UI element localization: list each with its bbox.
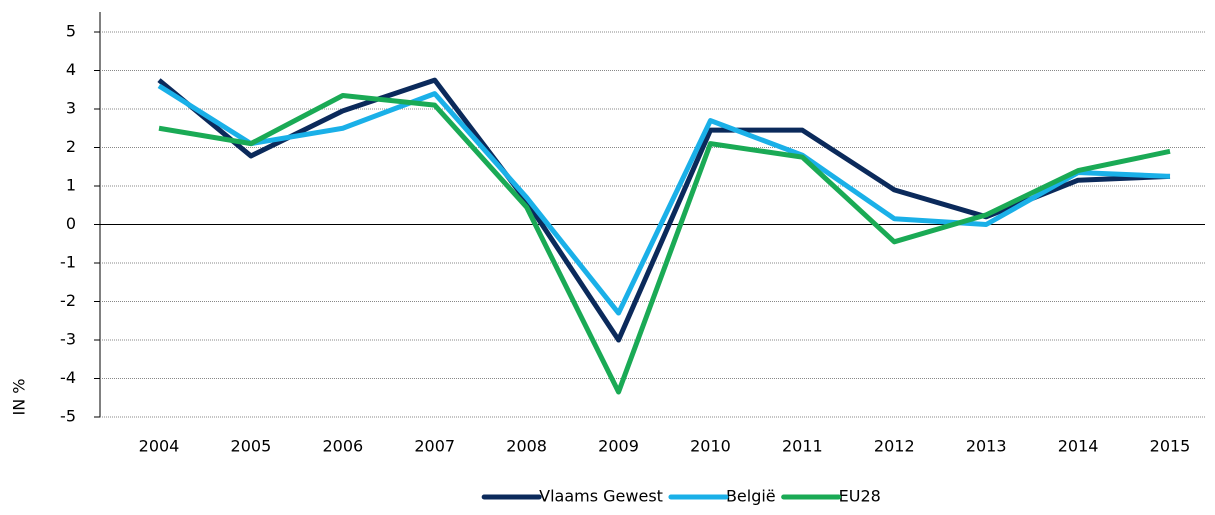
- x-tick-label: 2007: [414, 437, 455, 456]
- x-tick-label: 2014: [1058, 437, 1099, 456]
- legend-label: België: [726, 487, 776, 506]
- line-series: [157, 77, 1171, 343]
- y-tick-label: -5: [60, 407, 76, 426]
- y-tick-label: 1: [66, 176, 76, 195]
- x-tick-label: 2011: [782, 437, 823, 456]
- x-tick-label: 2004: [139, 437, 180, 456]
- x-tick-label: 2012: [874, 437, 915, 456]
- x-tick-label: 2013: [966, 437, 1007, 456]
- y-tick-label: 4: [66, 60, 76, 79]
- y-tick-label: 5: [66, 22, 76, 41]
- x-tick-label: 2010: [690, 437, 731, 456]
- line-series: [158, 93, 1171, 395]
- y-tick-label: 0: [66, 214, 76, 233]
- x-tick-label: 2006: [322, 437, 363, 456]
- y-tick-label: -3: [60, 330, 76, 349]
- y-tick-label: -1: [60, 253, 76, 272]
- legend-label: Vlaams Gewest: [539, 487, 663, 506]
- y-tick-label: -4: [60, 368, 76, 387]
- y-tick-label: -2: [60, 291, 76, 310]
- x-tick-label: 2008: [506, 437, 547, 456]
- x-tick-label: 2009: [598, 437, 639, 456]
- legend-label: EU28: [839, 487, 881, 506]
- line-series: [157, 83, 1171, 316]
- y-tick-label: 2: [66, 137, 76, 156]
- y-axis-label: IN %: [10, 379, 29, 416]
- x-tick-label: 2015: [1150, 437, 1191, 456]
- y-tick-label: 3: [66, 99, 76, 118]
- x-tick-label: 2005: [231, 437, 272, 456]
